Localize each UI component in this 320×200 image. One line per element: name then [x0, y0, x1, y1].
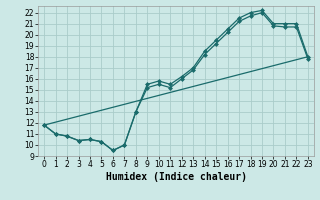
X-axis label: Humidex (Indice chaleur): Humidex (Indice chaleur): [106, 172, 246, 182]
